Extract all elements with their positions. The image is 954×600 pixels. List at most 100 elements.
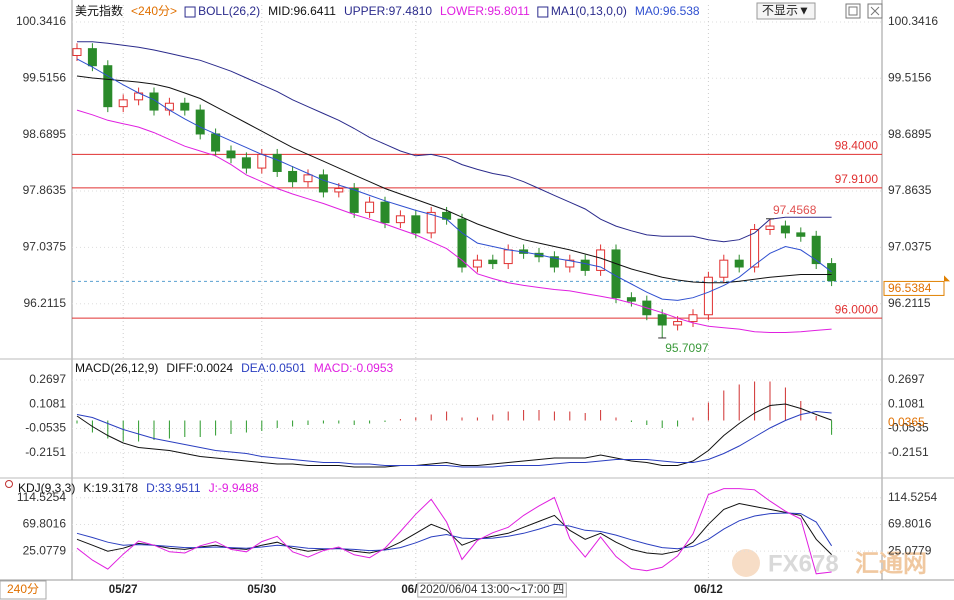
legend-label: 美元指数 <box>75 3 123 18</box>
y-tick-label: 25.0779 <box>23 543 67 557</box>
y-tick-label: -0.2151 <box>25 445 66 459</box>
y-tick-label: 96.2115 <box>888 296 931 310</box>
level-label: 98.4000 <box>835 139 879 153</box>
candle-body <box>503 249 513 265</box>
candle-body <box>488 259 498 265</box>
candle-body <box>549 256 559 268</box>
candle-body <box>719 259 729 278</box>
indicator-line <box>76 109 832 333</box>
candle-body <box>657 314 667 326</box>
window-icon <box>848 6 858 16</box>
candle-body <box>395 215 405 224</box>
candle-body <box>226 150 236 159</box>
candle-body <box>272 153 282 172</box>
candle-body <box>827 263 837 282</box>
candle-body <box>673 321 683 326</box>
period-button[interactable] <box>0 580 47 600</box>
y-tick-label: -0.2151 <box>888 445 929 459</box>
candle-body <box>149 92 159 111</box>
annotation-label: 97.4568 <box>773 203 817 217</box>
candle-body <box>180 102 190 111</box>
candle-body <box>318 174 328 193</box>
y-tick-label: 97.0375 <box>888 240 932 254</box>
last-price-box <box>883 280 945 296</box>
y-tick-label: 0.1081 <box>29 396 66 410</box>
candle-body <box>457 218 467 268</box>
x-tick-label: 06/12 <box>694 584 723 596</box>
legend-label: K:19.3178 <box>83 481 138 495</box>
y-tick-label: 25.0779 <box>888 543 932 557</box>
candle-body <box>796 232 806 237</box>
y-tick-label: 69.8016 <box>23 517 67 531</box>
last-price-marker <box>944 275 950 282</box>
cursor-label: 2020/06/04 13:00～17:00 四 <box>420 584 565 596</box>
legend-label: KDJ(9,3,3) <box>18 481 75 495</box>
x-tick-label: 05/27 <box>109 584 138 596</box>
settings-icon[interactable] <box>5 480 13 488</box>
candle-body <box>365 201 375 213</box>
legend-label: MA1(0,13,0,0) <box>551 4 627 18</box>
candle-body <box>596 249 606 271</box>
macd-line <box>76 403 832 468</box>
y-tick-label: 100.3416 <box>888 14 938 28</box>
y-tick-label: 114.5254 <box>888 490 937 504</box>
y-tick-label: 0.2697 <box>888 372 925 386</box>
candle-body <box>626 297 636 302</box>
candle-body <box>688 314 698 323</box>
y-tick-label: -0.0535 <box>888 421 929 435</box>
legend-label: D:33.9511 <box>146 481 201 495</box>
candle-body <box>426 211 436 234</box>
legend-label: LOWER:95.8011 <box>440 4 530 18</box>
candle-body <box>211 133 221 152</box>
y-tick-label: 99.5156 <box>23 70 67 84</box>
candle-body <box>734 259 744 268</box>
y-tick-label: 98.6895 <box>888 127 932 141</box>
candle-body <box>72 48 82 56</box>
level-label: 97.9100 <box>835 172 879 186</box>
dropdown-label[interactable]: 不显示▼ <box>762 4 810 18</box>
y-tick-label: 96.2115 <box>24 296 67 310</box>
dropdown-box[interactable] <box>756 2 816 20</box>
legend-label: J:-9.9488 <box>209 481 259 495</box>
candle-body <box>411 215 421 234</box>
y-tick-label: 100.3416 <box>16 14 66 28</box>
candle-body <box>780 225 790 234</box>
candle-body <box>103 65 113 108</box>
candle-body <box>349 188 359 213</box>
legend-label: UPPER:97.4810 <box>344 4 432 18</box>
legend-label: <240分> <box>131 4 177 18</box>
kdj-line <box>76 502 832 555</box>
watermark: 汇通网 <box>855 550 927 577</box>
last-price-label: 96.5384 <box>888 281 932 295</box>
candle-body <box>750 228 760 268</box>
window-button[interactable] <box>845 3 861 19</box>
y-tick-label: 97.8635 <box>888 183 932 197</box>
cursor-box <box>417 582 567 598</box>
y-tick-label: 99.5156 <box>888 70 932 84</box>
legend-label: DIFF:0.0024 <box>166 361 233 375</box>
candle-body <box>811 235 821 265</box>
candle-body <box>118 99 128 108</box>
dropdown[interactable]: 不显示▼ <box>756 2 816 20</box>
candle-body <box>565 259 575 268</box>
y-tick-label: 69.8016 <box>888 517 932 531</box>
annotation-label: 95.7097 <box>665 341 709 355</box>
candle-body <box>303 174 313 183</box>
candle-body <box>580 259 590 271</box>
candle-body <box>164 102 174 111</box>
period-label[interactable]: 240分 <box>7 582 39 596</box>
candle-body <box>380 201 390 224</box>
candle-body <box>288 170 298 183</box>
watermark-logo <box>732 549 760 577</box>
legend-label: DEA:0.0501 <box>241 361 306 375</box>
y-tick-label: 97.8635 <box>23 183 67 197</box>
candle-body <box>765 225 775 230</box>
watermark: FX678 <box>768 550 839 577</box>
legend-label: BOLL(26,2) <box>198 4 260 18</box>
indicator-line <box>76 58 832 301</box>
indicator-icon <box>184 6 196 18</box>
indicator-line <box>77 41 832 243</box>
y-tick-label: 0.1081 <box>888 396 925 410</box>
legend-label: MID:96.6411 <box>268 4 336 18</box>
